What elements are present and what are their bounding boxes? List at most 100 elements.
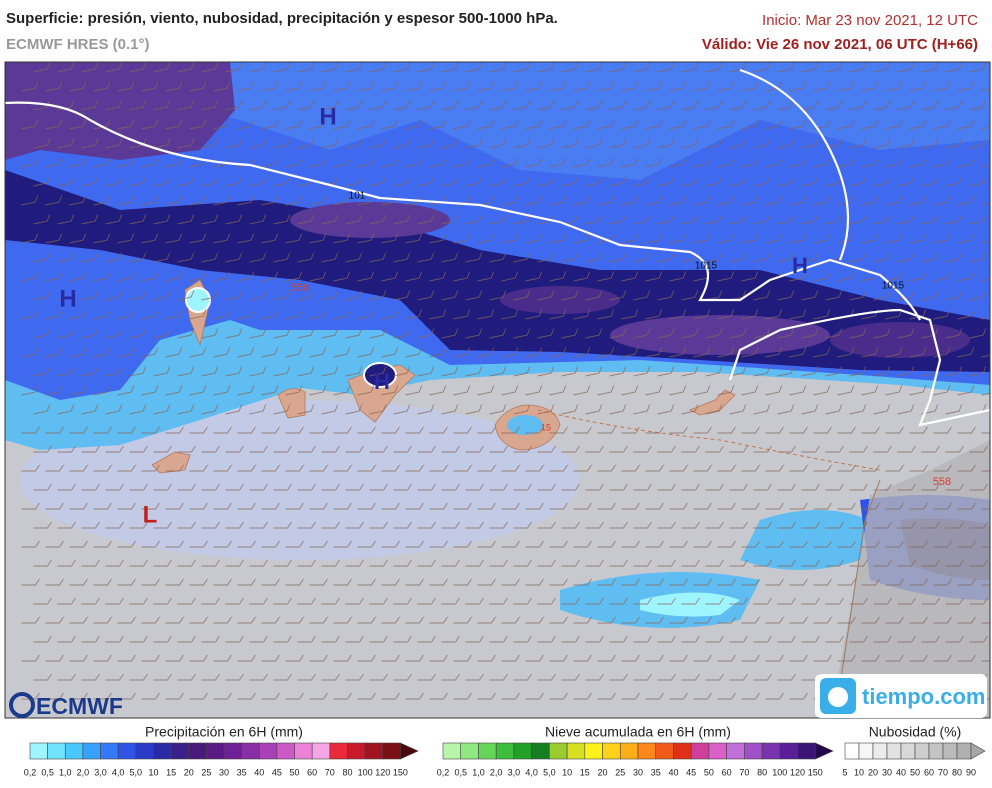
wind-barb [681,559,700,567]
wind-barb [57,366,75,377]
wind-barb [201,252,219,263]
wind-barb [429,654,448,662]
wind-barb [705,138,723,149]
wind-barb [873,252,891,263]
wind-barb [573,502,592,510]
wind-barb [21,464,40,472]
legend-tick-label: 50 [910,767,920,777]
wind-barb [861,616,880,624]
wind-barb [153,62,171,73]
wind-barb [165,157,183,168]
wind-barb [33,404,51,415]
wind-barb [369,100,387,111]
wind-barb [489,445,508,453]
wind-barb [537,62,555,73]
wind-barb [693,502,712,510]
wind-barb [201,559,220,567]
wind-barb [237,426,256,434]
wind-barb [849,445,868,453]
wind-barb [369,62,387,73]
wind-barb [33,252,51,263]
wind-barb [909,157,927,168]
wind-barb [261,692,280,700]
wind-barb [309,692,328,700]
wind-barb [693,385,711,396]
wind-barb [465,214,483,225]
legend-title: Nieve acumulada en 6H (mm) [545,724,731,740]
wind-barb [717,157,735,168]
wind-barb [345,138,363,149]
legend-title: Precipitación en 6H (mm) [145,724,303,740]
wind-barb [249,366,267,377]
wind-barb [357,195,375,206]
wind-barb [141,540,160,548]
wind-barb [309,385,327,396]
wind-barb [105,635,124,643]
wind-barb [909,347,927,358]
wind-barb [609,521,628,529]
wind-barb [561,366,579,377]
wind-barb [513,62,531,73]
legend-swatch [900,742,916,760]
wind-barb [957,271,975,282]
wind-barb [537,252,555,263]
wind-barb [489,290,507,301]
wind-barb [897,559,916,567]
wind-barb [501,309,519,320]
wind-barb [309,540,328,548]
wind-barb [705,635,724,643]
wind-barb [897,290,915,301]
wind-barb [801,138,819,149]
wind-barb [777,404,795,415]
wind-barb [837,654,856,662]
wind-barb [885,464,904,472]
tiempo-logo[interactable]: tiempo.com [815,674,987,718]
wind-barb [441,673,460,681]
wind-barb [33,290,51,301]
tiempo-logo-text[interactable]: tiempo.com [862,684,985,709]
wind-barb [93,347,111,358]
wind-barb [69,426,88,434]
wind-barb [465,138,483,149]
wind-barb [57,138,75,149]
wind-barb [549,654,568,662]
wind-barb [141,309,159,320]
legend-tick-label: 5,0 [130,767,143,777]
wind-barb [777,138,795,149]
wind-barb [897,176,915,187]
wind-barb [537,290,555,301]
wind-barb [789,385,807,396]
legend-tick-label: 150 [393,767,408,777]
wind-barb [789,540,808,548]
wind-barb [21,347,39,358]
wind-barb [237,502,256,510]
wind-barb [165,119,183,130]
wind-barb [261,426,280,434]
wind-barb [597,347,615,358]
wind-barb [813,654,832,662]
wind-barb [981,157,990,168]
wind-barb [741,157,759,168]
wind-barb [645,654,664,662]
wind-barb [741,309,759,320]
wind-barb [273,290,291,301]
wind-barb [765,692,784,700]
wind-barb [177,176,195,187]
map-label: H [319,103,336,130]
wind-barb [537,521,556,529]
wind-barb [117,578,136,586]
wind-barb [393,252,411,263]
wind-barb [585,290,603,301]
map-label: H [59,285,76,312]
wind-barb [849,252,867,263]
wind-barb [609,483,628,491]
wind-barb [825,445,844,453]
wind-barb [549,426,568,434]
wind-barb [777,214,795,225]
wind-barb [753,445,772,453]
wind-barb [921,559,940,567]
legend-swatch [531,742,550,760]
wind-barb [33,483,52,491]
wind-barb [453,347,471,358]
wind-barb [885,540,904,548]
